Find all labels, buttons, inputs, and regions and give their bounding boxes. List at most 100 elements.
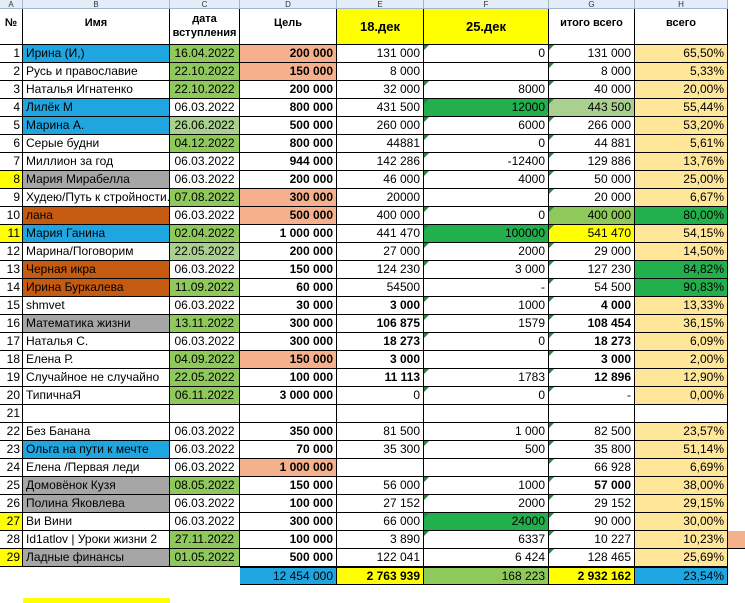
cell-goal[interactable]: 60 000 <box>240 279 337 297</box>
cell-total[interactable]: 35 800 <box>549 441 635 459</box>
row-number[interactable]: 16 <box>0 315 23 333</box>
row-number[interactable]: 27 <box>0 513 23 531</box>
cell-name[interactable] <box>23 405 170 423</box>
cell-name[interactable]: Елена /Первая леди <box>23 459 170 477</box>
cell-name[interactable]: Мария Ганина <box>23 225 170 243</box>
cell-total[interactable] <box>549 405 635 423</box>
cell-name[interactable]: Марина/Поговорим <box>23 243 170 261</box>
cell-d18[interactable]: 18 273 <box>337 333 424 351</box>
cell-d18[interactable]: 46 000 <box>337 171 424 189</box>
cell-d25[interactable]: 1579 <box>424 315 549 333</box>
header-date[interactable]: дата вступления <box>170 9 240 45</box>
cell-name[interactable]: Наталья Игнатенко <box>23 81 170 99</box>
cell-goal[interactable]: 800 000 <box>240 135 337 153</box>
cell-total[interactable]: 50 000 <box>549 171 635 189</box>
cell-d25[interactable]: 2000 <box>424 243 549 261</box>
cell-goal[interactable]: 150 000 <box>240 477 337 495</box>
cell-total[interactable]: 40 000 <box>549 81 635 99</box>
total-goal[interactable]: 12 454 000 <box>240 567 337 585</box>
row-number[interactable]: 29 <box>0 549 23 567</box>
cell-goal[interactable]: 200 000 <box>240 81 337 99</box>
cell-goal[interactable]: 3 000 000 <box>240 387 337 405</box>
cell-d18[interactable]: 20000 <box>337 189 424 207</box>
cell-name[interactable]: Русь и православие <box>23 63 170 81</box>
cell-pct[interactable]: 2,00% <box>635 351 728 369</box>
cell-pct[interactable]: 5,61% <box>635 135 728 153</box>
cell-pct[interactable]: 38,00% <box>635 477 728 495</box>
cell-total[interactable]: 29 000 <box>549 243 635 261</box>
cell-total[interactable]: 57 000 <box>549 477 635 495</box>
cell-date[interactable] <box>170 405 240 423</box>
cell-d18[interactable]: 106 875 <box>337 315 424 333</box>
row-number[interactable]: 2 <box>0 63 23 81</box>
column-header-b[interactable]: B <box>23 0 170 9</box>
cell-goal[interactable]: 800 000 <box>240 99 337 117</box>
cell-date[interactable]: 06.11.2022 <box>170 387 240 405</box>
cell-pct[interactable]: 0,00% <box>635 387 728 405</box>
cell-d25[interactable] <box>424 351 549 369</box>
cell-date[interactable]: 26.06.2022 <box>170 117 240 135</box>
cell-d18[interactable]: 11 113 <box>337 369 424 387</box>
cell-pct[interactable]: 25,00% <box>635 171 728 189</box>
cell-d18[interactable]: 3 000 <box>337 351 424 369</box>
cell-name[interactable]: Без Банана <box>23 423 170 441</box>
cell-date[interactable]: 06.03.2022 <box>170 171 240 189</box>
cell-d18[interactable]: 54500 <box>337 279 424 297</box>
cell-total[interactable]: 400 000 <box>549 207 635 225</box>
row-number[interactable]: 14 <box>0 279 23 297</box>
cell-goal[interactable]: 70 000 <box>240 441 337 459</box>
cell-pct[interactable]: 13,33% <box>635 297 728 315</box>
cell-total[interactable]: 3 000 <box>549 351 635 369</box>
cell-pct[interactable]: 6,69% <box>635 459 728 477</box>
cell-total[interactable]: 127 230 <box>549 261 635 279</box>
cell-d25[interactable]: 1000 <box>424 297 549 315</box>
column-header-d[interactable]: D <box>240 0 337 9</box>
cell-date[interactable]: 06.03.2022 <box>170 261 240 279</box>
cell-goal[interactable]: 300 000 <box>240 513 337 531</box>
cell-pct[interactable]: 10,23% <box>635 531 728 549</box>
cell-name[interactable]: Ладные финансы <box>23 549 170 567</box>
row-number[interactable]: 17 <box>0 333 23 351</box>
cell-pct[interactable]: 36,15% <box>635 315 728 333</box>
row-number[interactable]: 18 <box>0 351 23 369</box>
cell-date[interactable]: 04.12.2022 <box>170 135 240 153</box>
cell-goal[interactable]: 300 000 <box>240 333 337 351</box>
cell-d18[interactable]: 44881 <box>337 135 424 153</box>
cell-pct[interactable]: 23,57% <box>635 423 728 441</box>
cell-goal[interactable]: 30 000 <box>240 297 337 315</box>
cell-pct[interactable]: 29,15% <box>635 495 728 513</box>
cell-d18[interactable]: 3 890 <box>337 531 424 549</box>
cell-d25[interactable] <box>424 189 549 207</box>
cell-d18[interactable]: 8 000 <box>337 63 424 81</box>
cell-name[interactable]: Математика жизни <box>23 315 170 333</box>
cell-total[interactable]: 54 500 <box>549 279 635 297</box>
cell-date[interactable]: 27.11.2022 <box>170 531 240 549</box>
cell-date[interactable]: 13.11.2022 <box>170 315 240 333</box>
cell-d18[interactable]: 142 286 <box>337 153 424 171</box>
row-number[interactable]: 4 <box>0 99 23 117</box>
cell-goal[interactable]: 150 000 <box>240 261 337 279</box>
header-d18[interactable]: 18.дек <box>337 9 424 45</box>
extra-cell[interactable] <box>728 531 745 549</box>
cell-pct[interactable]: 25,69% <box>635 549 728 567</box>
cell-d25[interactable]: 1000 <box>424 477 549 495</box>
cell-d18[interactable]: 124 230 <box>337 261 424 279</box>
row-number[interactable]: 20 <box>0 387 23 405</box>
row-number[interactable]: 13 <box>0 261 23 279</box>
cell-d18[interactable]: 27 152 <box>337 495 424 513</box>
cell-goal[interactable]: 200 000 <box>240 171 337 189</box>
cell-d18[interactable]: 3 000 <box>337 297 424 315</box>
column-header-g[interactable]: G <box>549 0 635 9</box>
cell-goal[interactable]: 500 000 <box>240 549 337 567</box>
cell-pct[interactable]: 65,50% <box>635 45 728 63</box>
cell-name[interactable]: Серые будни <box>23 135 170 153</box>
cell-goal[interactable]: 300 000 <box>240 315 337 333</box>
header-num[interactable]: № <box>0 9 23 45</box>
cell-total[interactable]: 18 273 <box>549 333 635 351</box>
cell-name[interactable]: лана <box>23 207 170 225</box>
header-pct[interactable]: всего <box>635 9 728 45</box>
cell-name[interactable]: Полина Яковлева <box>23 495 170 513</box>
row-number[interactable]: 23 <box>0 441 23 459</box>
cell-pct[interactable]: 20,00% <box>635 81 728 99</box>
cell-name[interactable]: Худею/Путь к стройности. <box>23 189 170 207</box>
